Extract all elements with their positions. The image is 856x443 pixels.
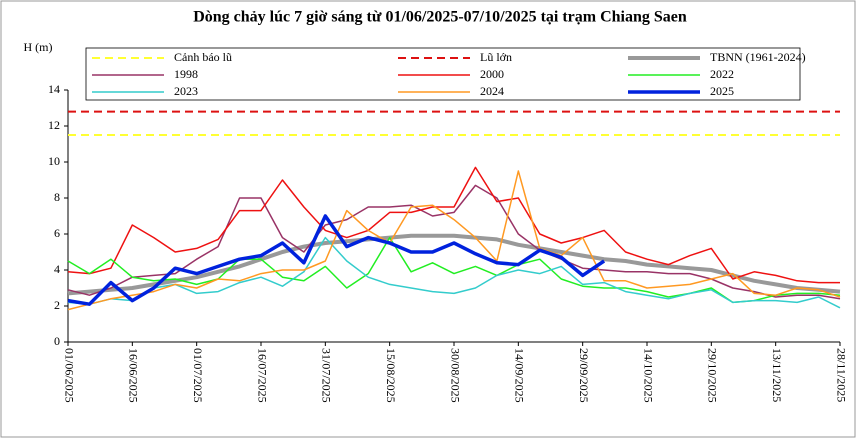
y-axis-label: H (m) (24, 40, 53, 54)
x-tick-label: 13/11/2025 (770, 348, 784, 402)
series-line (67, 233, 841, 296)
series-line (67, 214, 606, 306)
legend-label: TBNN (1961-2024) (710, 50, 806, 64)
y-tick-label: 8 (54, 190, 60, 204)
y-tick-label: 4 (54, 262, 60, 276)
legend-label: 2023 (174, 84, 198, 98)
series-line (67, 166, 840, 284)
x-tick-label: 01/06/2025 (62, 348, 76, 403)
legend-label: Cảnh báo lũ (174, 50, 232, 64)
plot: 0 2 4 6 8 10 12 14 01/06/2025 16/06/2025 01/07/202… (48, 82, 848, 403)
y-tick-label: 14 (48, 82, 60, 96)
x-tick-label: 30/08/2025 (448, 348, 462, 403)
x-tick-label: 14/09/2025 (513, 348, 527, 403)
series-line (67, 236, 841, 309)
y-tick-label: 2 (54, 298, 60, 312)
y-tick-label: 6 (54, 226, 60, 240)
x-tick-label: 29/09/2025 (577, 348, 591, 403)
legend-label: 1998 (174, 67, 198, 81)
legend: Cảnh báo lũ Lũ lớn TBNN (1961-2024) 1998 200… (85, 47, 806, 101)
series-line (67, 236, 841, 304)
legend-label: Lũ lớn (480, 50, 512, 64)
x-tick-label: 14/10/2025 (641, 348, 655, 403)
x-tick-label: 29/10/2025 (706, 348, 720, 403)
x-tick-label: 28/11/2025 (834, 348, 848, 402)
chart-title: Dòng chảy lúc 7 giờ sáng từ 01/06/2025-0… (193, 9, 687, 26)
y-tick-label: 12 (48, 118, 60, 132)
x-tick-label: 16/07/2025 (255, 348, 269, 403)
x-tick-label: 31/07/2025 (320, 348, 334, 403)
legend-label: 2022 (710, 67, 734, 81)
legend-label: 2024 (480, 84, 504, 98)
x-tick-label: 15/08/2025 (384, 348, 398, 403)
y-tick-label: 0 (54, 334, 60, 348)
y-tick-label: 10 (48, 154, 60, 168)
legend-label: 2025 (710, 84, 734, 98)
series-line (67, 170, 841, 311)
x-tick-label: 16/06/2025 (127, 348, 141, 403)
legend-label: 2000 (480, 67, 504, 81)
x-tick-label: 01/07/2025 (191, 348, 205, 403)
